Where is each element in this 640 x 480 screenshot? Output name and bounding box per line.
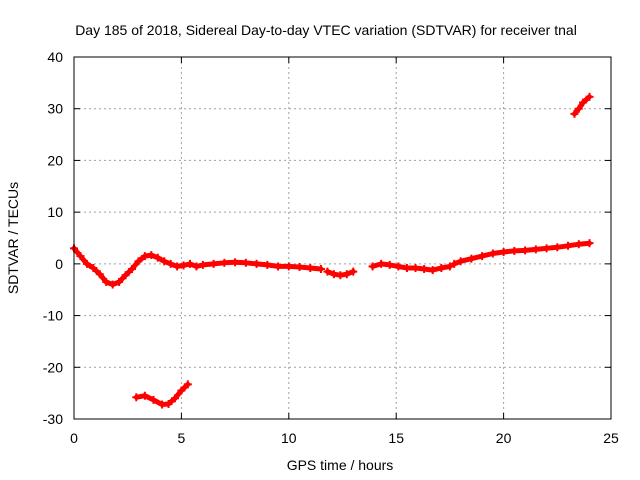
data-point-segment-17.7-24 — [542, 244, 551, 253]
data-point-main — [95, 270, 104, 279]
data-point-main — [317, 265, 326, 274]
axis-ticks: 0 5 10 15 20 25 -30 -20 -10 0 10 20 30 40 — [43, 49, 619, 446]
data-point-segment-13.9-17.5 — [428, 266, 437, 275]
data-point-segment-lower — [170, 394, 179, 403]
data-point-segment-17.7-24 — [574, 240, 583, 249]
data-point-main — [252, 259, 261, 268]
x-tick-label: 15 — [388, 430, 404, 446]
x-tick-label: 5 — [178, 430, 186, 446]
data-point-main — [263, 260, 272, 269]
data-point-segment-lower — [149, 395, 158, 404]
data-point-main — [166, 259, 175, 268]
data-point-segment-17.7-24 — [531, 245, 540, 254]
data-point-segment-lower — [140, 391, 149, 400]
data-point-segment-11.8-13 — [336, 271, 345, 280]
data-point-main — [89, 263, 98, 272]
data-series — [70, 92, 594, 409]
data-point-segment-13.9-17.5 — [385, 260, 394, 269]
data-point-main — [306, 263, 315, 272]
y-tick-label: 30 — [47, 101, 63, 117]
data-point-segment-11.8-13 — [329, 270, 338, 279]
y-tick-label: 0 — [55, 256, 63, 272]
y-tick-label: 20 — [47, 152, 63, 168]
y-tick-label: -10 — [43, 308, 63, 324]
data-point-segment-17.7-24 — [488, 249, 497, 258]
data-point-segment-13.9-17.5 — [394, 262, 403, 271]
data-point-segment-17.7-24 — [564, 241, 573, 250]
data-point-main — [179, 261, 188, 270]
data-point-main — [127, 265, 136, 274]
data-point-main — [241, 258, 250, 267]
y-tick-label: 10 — [47, 204, 63, 220]
data-point-segment-13.9-17.5 — [411, 263, 420, 272]
data-point-segment-17.7-24 — [585, 239, 594, 248]
data-point-segment-11.8-13 — [342, 270, 351, 279]
data-point-main — [82, 259, 91, 268]
data-point-main — [102, 277, 111, 286]
data-point-segment-lower — [177, 386, 186, 395]
series-band-segment-13.9-17.5 — [370, 261, 453, 273]
data-point-segment-13.9-17.5 — [445, 262, 454, 271]
data-point-main — [209, 259, 218, 268]
data-point-main — [115, 277, 124, 286]
data-point-main — [284, 262, 293, 271]
data-point-main — [231, 258, 240, 267]
data-point-segment-17.7-24 — [521, 246, 530, 255]
data-point-main — [295, 262, 304, 271]
data-point-segment-17.7-24 — [553, 243, 562, 252]
data-point-main — [160, 257, 169, 266]
data-point-segment-upper-right — [585, 92, 594, 101]
data-point-segment-upper-right — [579, 98, 588, 107]
data-point-main — [173, 262, 182, 271]
y-axis-label: SDTVAR / TECUs — [5, 182, 21, 294]
data-point-segment-17.7-24 — [467, 254, 476, 263]
data-point-main — [274, 262, 283, 271]
data-point-segment-lower — [132, 393, 141, 402]
data-point-segment-lower — [183, 380, 192, 389]
x-tick-label: 10 — [281, 430, 297, 446]
data-point-segment-13.9-17.5 — [368, 262, 377, 271]
data-point-main — [185, 259, 194, 268]
data-point-segment-13.9-17.5 — [377, 259, 386, 268]
grid — [74, 57, 611, 419]
data-point-main — [192, 262, 201, 271]
y-tick-label: 40 — [47, 49, 63, 65]
data-point-main — [147, 251, 156, 260]
data-point-main — [198, 260, 207, 269]
data-point-main — [220, 258, 229, 267]
y-tick-label: -20 — [43, 359, 63, 375]
data-point-segment-17.7-24 — [450, 259, 459, 268]
data-point-main — [140, 252, 149, 261]
x-tick-label: 0 — [70, 430, 78, 446]
plot-frame — [73, 56, 612, 420]
series-band-segment-upper-right — [572, 94, 592, 117]
x-tick-label: 20 — [496, 430, 512, 446]
x-axis-label: GPS time / hours — [287, 457, 394, 473]
data-point-main — [121, 271, 130, 280]
data-point-segment-11.8-13 — [349, 267, 358, 276]
data-point-segment-17.7-24 — [456, 257, 465, 266]
data-point-main — [108, 280, 117, 289]
data-point-segment-upper-right — [574, 104, 583, 113]
x-tick-label: 25 — [603, 430, 619, 446]
data-point-segment-upper-right — [570, 109, 579, 118]
y-tick-label: -30 — [43, 411, 63, 427]
data-point-segment-17.7-24 — [499, 247, 508, 256]
data-point-segment-17.7-24 — [478, 252, 487, 261]
data-point-segment-13.9-17.5 — [420, 265, 429, 274]
data-point-segment-17.7-24 — [510, 246, 519, 255]
data-point-main — [134, 257, 143, 266]
data-point-segment-11.8-13 — [323, 267, 332, 276]
data-point-segment-13.9-17.5 — [402, 263, 411, 272]
chart-title: Day 185 of 2018, Sidereal Day-to-day VTE… — [75, 22, 577, 38]
data-point-segment-lower — [164, 400, 173, 409]
data-point-segment-13.9-17.5 — [437, 263, 446, 272]
data-point-main — [76, 252, 85, 261]
data-point-main — [153, 253, 162, 262]
